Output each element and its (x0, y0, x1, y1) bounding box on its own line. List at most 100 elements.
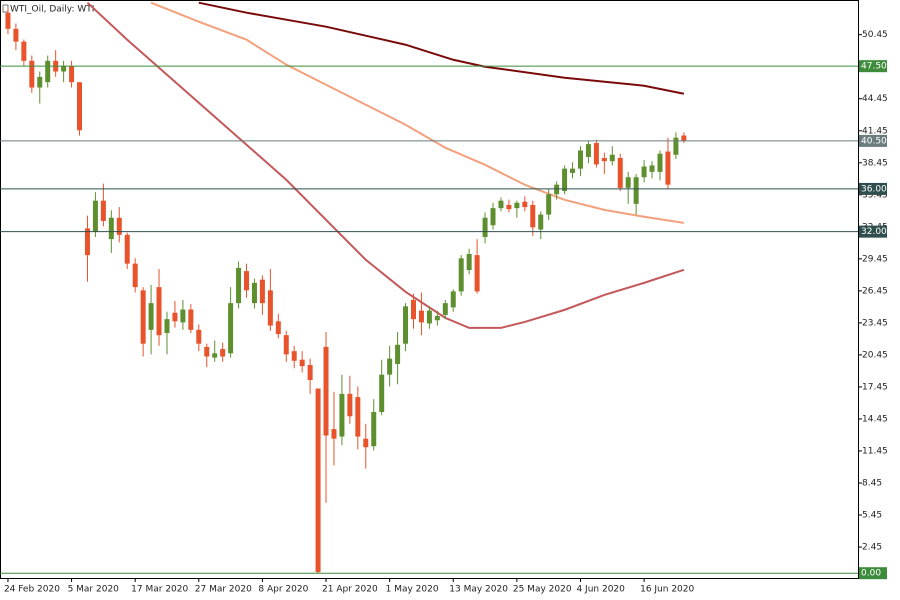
candle-body (387, 358, 393, 375)
candle-body (379, 374, 385, 413)
candle-body (490, 208, 496, 226)
candle-body (116, 217, 122, 235)
y-tick-label: 44.45 (862, 94, 888, 104)
x-tick-label: 16 Jun 2020 (640, 585, 694, 595)
y-tick-label: 5.45 (862, 511, 882, 521)
candle-body (442, 303, 448, 315)
candle-body (299, 359, 305, 367)
x-tick-label: 24 Feb 2020 (4, 585, 60, 595)
candle-body (498, 200, 504, 209)
level-label: 47.50 (861, 62, 887, 72)
candle-body (148, 303, 154, 330)
candle-body (108, 217, 114, 240)
candle-body (244, 271, 250, 291)
x-tick-label: 25 May 2020 (513, 585, 572, 595)
candle-body (331, 429, 337, 439)
candle-body (506, 204, 512, 210)
candle-body (601, 157, 607, 162)
x-tick-label: 1 May 2020 (386, 585, 439, 595)
plot (5, 1, 687, 574)
candle-body (434, 315, 440, 321)
y-tick-label: 50.45 (862, 30, 888, 40)
x-tick-label: 4 Jun 2020 (576, 585, 625, 595)
level-label-box (859, 182, 887, 195)
level-label: 0.00 (861, 569, 881, 579)
y-tick-label: 38.45 (862, 158, 888, 168)
candle-body (617, 157, 623, 188)
candle-body (132, 263, 138, 288)
candle-body (259, 279, 265, 304)
y-tick-label: 17.45 (862, 382, 888, 392)
candle-body (554, 184, 560, 195)
candle-body (530, 204, 536, 228)
candle-body (323, 346, 329, 436)
plot-frame (0, 0, 859, 579)
candle-body (339, 393, 345, 437)
candle-body (29, 60, 35, 88)
candle-body (236, 267, 242, 304)
candle-body (228, 303, 234, 354)
candle-body (649, 165, 655, 172)
moving-average-line (86, 1, 685, 329)
candle-body (315, 388, 321, 573)
candle-body (458, 258, 464, 292)
candle-body (593, 143, 599, 165)
x-tick-label: 8 Apr 2020 (258, 585, 308, 595)
moving-average-line (150, 1, 685, 224)
x-tick-label: 5 Mar 2020 (68, 585, 120, 595)
candle-body (307, 365, 313, 380)
level-label: 36.00 (861, 184, 887, 194)
candle-body (69, 66, 75, 83)
candle-body (5, 12, 11, 29)
candle-body (275, 321, 281, 335)
candle-body (466, 254, 472, 271)
candle-body (514, 202, 520, 209)
candle-body (403, 306, 409, 344)
candle-body (45, 60, 51, 83)
candle-body (426, 310, 432, 324)
x-tick-label: 17 Mar 2020 (131, 585, 188, 595)
level-label-box (859, 134, 887, 147)
candle-body (363, 438, 369, 448)
candle-body (474, 255, 480, 292)
moving-average-line (198, 1, 685, 95)
x-tick-label: 21 Apr 2020 (322, 585, 378, 595)
candle-body (77, 82, 83, 131)
level-label: 40.50 (861, 136, 887, 146)
x-tick-label: 27 Mar 2020 (195, 585, 252, 595)
y-tick-label: 23.45 (862, 318, 888, 328)
candle-body (347, 393, 353, 417)
candle-body (522, 201, 528, 208)
level-label-box (859, 225, 887, 238)
candle-body (355, 397, 361, 437)
y-tick-label: 14.45 (862, 414, 888, 424)
candle-body (371, 412, 377, 447)
candle-body (546, 194, 552, 215)
candle-body (673, 137, 679, 155)
candle-body (657, 153, 663, 172)
candle-body (220, 349, 226, 357)
candle-body (681, 135, 687, 141)
candle-body (172, 312, 178, 322)
candle-body (641, 166, 647, 178)
candle-body (562, 168, 568, 192)
x-tick-label: 13 May 2020 (449, 585, 508, 595)
chart-title: WTI_Oil, Daily: WTI (10, 5, 94, 15)
candle-body (283, 335, 289, 355)
candle-body (665, 151, 671, 185)
y-tick-label: 26.45 (862, 286, 888, 296)
candle-body (538, 214, 544, 230)
level-label-box (859, 567, 887, 580)
candle-body (124, 234, 130, 264)
candle-body (267, 290, 273, 326)
y-tick-label: 41.45 (862, 126, 888, 136)
candle-body (410, 299, 416, 320)
candle-body (212, 353, 218, 358)
candle-body (609, 154, 615, 162)
y-tick-label: 29.45 (862, 254, 888, 264)
candle-body (625, 177, 631, 188)
candle-body (188, 309, 194, 330)
level-label: 32.00 (861, 227, 887, 237)
candle-body (633, 177, 639, 204)
